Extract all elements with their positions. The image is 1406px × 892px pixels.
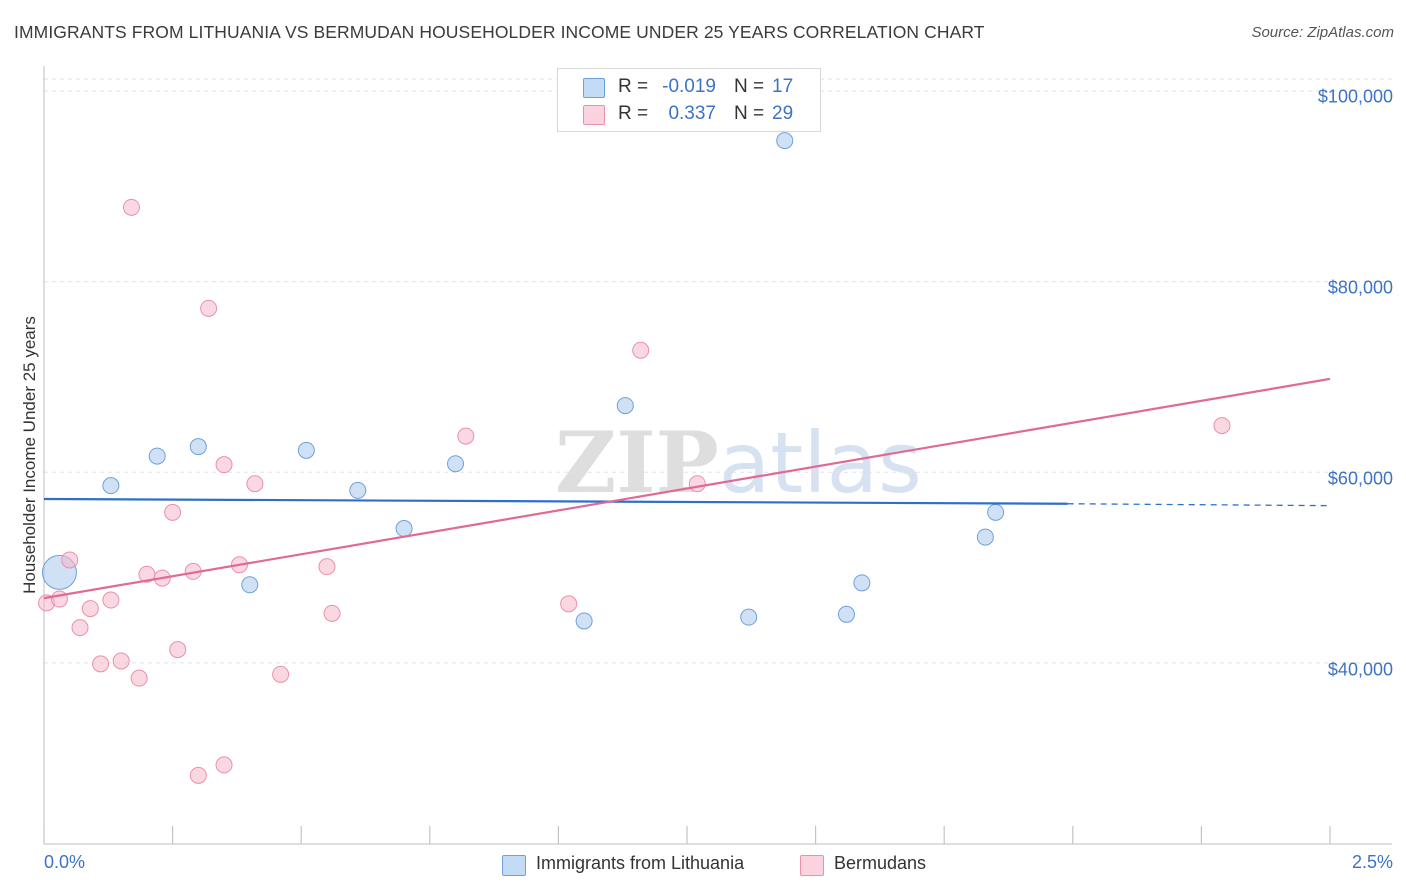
bermudan-point — [215, 756, 233, 774]
lithuania-point — [740, 608, 758, 626]
y-tick-label: $100,000 — [1317, 86, 1393, 107]
r-value: 0.337 — [668, 103, 716, 124]
chart-title: IMMIGRANTS FROM LITHUANIA VS BERMUDAN HO… — [14, 22, 985, 42]
bermudan-point — [215, 456, 233, 474]
lithuania-point — [102, 477, 120, 495]
lithuania-point — [189, 438, 207, 456]
lithuania-point — [297, 441, 315, 459]
lithuania-point — [976, 528, 994, 546]
r-value: -0.019 — [662, 76, 716, 97]
bermudan-point — [92, 655, 110, 673]
n-label: N = — [734, 103, 765, 124]
lithuania-point — [447, 455, 465, 473]
y-tick-label: $60,000 — [1327, 468, 1393, 489]
legend-label: Immigrants from Lithuania — [536, 853, 745, 873]
n-label: N = — [734, 76, 765, 97]
lithuania-point — [853, 574, 871, 592]
bermudan-point — [246, 475, 264, 493]
bermudan-point — [200, 299, 218, 317]
bermudan-point — [169, 641, 187, 659]
legend-swatch-icon — [583, 105, 605, 125]
bermudan-point — [457, 427, 475, 445]
y-axis-label: Householder Income Under 25 years — [20, 316, 39, 594]
legend-swatch-icon — [502, 855, 526, 876]
bermudan-point — [71, 619, 89, 637]
lithuania-point — [395, 520, 413, 538]
bermudan-point — [61, 551, 79, 569]
source-label: Source: ZipAtlas.com — [1251, 24, 1394, 41]
r-label: R = — [618, 76, 649, 97]
bermudan-point — [688, 475, 706, 493]
legend-label: Bermudans — [834, 853, 927, 873]
bermudan-trend-line — [43, 377, 1331, 600]
r-label: R = — [618, 103, 649, 124]
bermudan-point — [632, 341, 650, 359]
bermudan-point — [189, 766, 207, 784]
watermark-logo: ZIPatlas — [555, 413, 922, 512]
stats-row-lithuania: R = -0.019 N = 17 — [558, 74, 820, 100]
bermudan-point — [102, 591, 120, 609]
lithuania-point — [837, 605, 855, 623]
stats-row-bermudans: R = 0.337 N = 29 — [558, 101, 820, 127]
x-tick-label: 2.5% — [1351, 852, 1393, 872]
bermudan-point — [112, 652, 130, 670]
n-value: 29 — [772, 103, 794, 124]
bermudan-point — [81, 600, 99, 618]
bermudan-point — [323, 604, 341, 622]
lithuania-point — [241, 576, 259, 594]
lithuania-point — [148, 447, 166, 465]
y-tick-label: $80,000 — [1327, 277, 1393, 298]
x-tick-label: 0.0% — [44, 852, 86, 872]
bermudan-point — [272, 665, 290, 683]
lithuania-point — [987, 503, 1005, 521]
lithuania-point — [616, 397, 634, 415]
bermudan-point — [130, 669, 148, 687]
correlation-stats-box: R = -0.019 N = 17 R = 0.337 N = 29 — [557, 68, 821, 132]
bermudan-point — [122, 198, 140, 216]
lithuania-trend-line — [43, 497, 1068, 505]
legend-swatch-icon — [583, 78, 605, 98]
bermudan-point — [318, 558, 336, 576]
bermudan-point — [560, 595, 578, 613]
lithuania-point — [776, 132, 794, 150]
legend-swatch-icon — [800, 855, 824, 876]
bermudan-point — [1213, 417, 1231, 435]
n-value: 17 — [772, 76, 794, 97]
lithuania-point — [575, 612, 593, 630]
lithuania-point — [349, 481, 367, 499]
bermudan-point — [164, 503, 182, 521]
y-tick-label: $40,000 — [1327, 659, 1393, 680]
lithuania-trend-extension — [1067, 503, 1331, 507]
